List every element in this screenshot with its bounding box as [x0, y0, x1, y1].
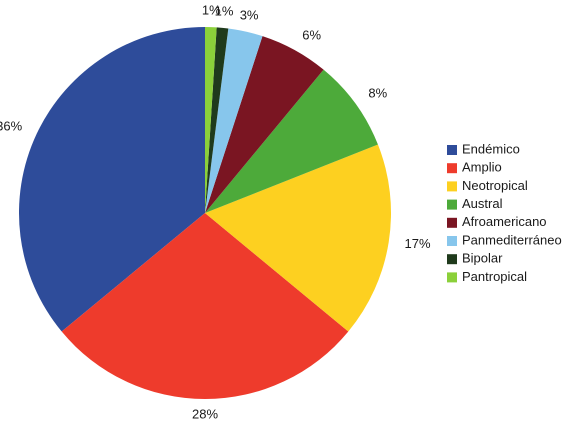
legend-swatch: [447, 199, 457, 210]
percent-label: 36%: [0, 118, 23, 133]
legend-label: Endémico: [462, 141, 520, 156]
legend-label: Pantropical: [462, 269, 527, 284]
pie-slice-bipolar: [205, 27, 229, 214]
legend-swatch: [447, 163, 457, 174]
pie-slice-neotropical: [205, 144, 392, 332]
percent-label: 17%: [405, 236, 431, 251]
percent-label: 1%: [215, 3, 234, 18]
legend-label: Neotropical: [462, 178, 528, 193]
legend-swatch: [447, 217, 457, 228]
legend-swatch: [447, 181, 457, 192]
legend-label: Afroamericano: [462, 214, 547, 229]
percent-label: 28%: [192, 406, 218, 421]
pie-slice-endemico: [18, 27, 205, 332]
pie-slice-pantropical: [205, 27, 217, 213]
percent-label: 6%: [302, 27, 321, 42]
pie-slice-amplio: [61, 213, 349, 400]
pie-slice-panmediterraneo: [205, 28, 263, 213]
pie-slices: [18, 27, 392, 400]
legend-swatch: [447, 272, 457, 283]
legend-label: Austral: [462, 196, 503, 211]
percent-label: 1%: [202, 3, 221, 18]
legend-label: Amplio: [462, 160, 502, 175]
legend-swatch: [447, 145, 457, 155]
pie-percent-labels: 36% 28% 17% 8% 6% 3% 1%1%: [0, 3, 431, 422]
percent-label: 3%: [240, 7, 259, 22]
legend-label: Bipolar: [462, 251, 503, 266]
legend: Endémico Amplio Neotropical Austral Afroamer…: [447, 141, 562, 284]
legend-swatch: [447, 236, 457, 246]
pie-slice-austral: [205, 69, 378, 214]
percent-label: 8%: [368, 86, 387, 101]
legend-label: Panmediterráneo: [462, 232, 562, 247]
pie-slice-afroamericano: [205, 36, 324, 213]
legend-swatch: [447, 254, 457, 265]
